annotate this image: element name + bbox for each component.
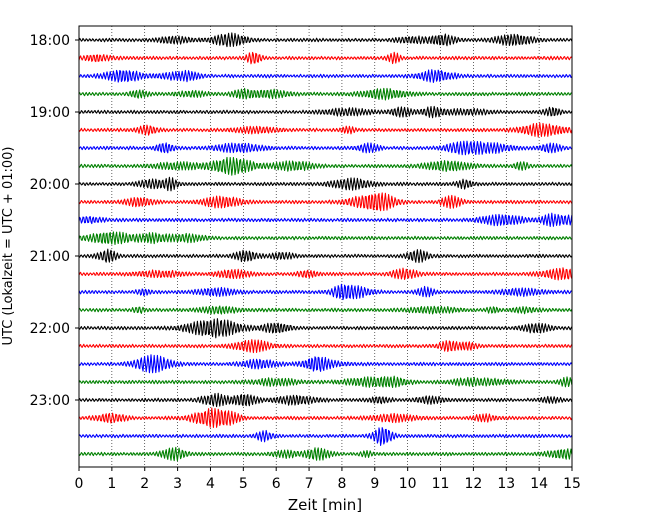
seismic-traces <box>78 32 573 462</box>
seismic-trace-line <box>78 212 573 228</box>
plot-frame <box>78 25 573 468</box>
seismic-trace-line <box>78 51 573 65</box>
seismic-trace-line <box>78 427 573 446</box>
seismic-trace-line <box>78 105 573 119</box>
y-tick-label: 21:00 <box>30 249 70 265</box>
seismic-trace-line <box>78 354 573 374</box>
seismic-trace-line <box>78 375 573 388</box>
x-tick-label: 9 <box>370 476 379 492</box>
x-tick-label: 7 <box>305 476 314 492</box>
seismic-trace-line <box>78 446 573 462</box>
y-tick-label: 20:00 <box>30 177 70 193</box>
x-tick-label: 15 <box>563 476 581 492</box>
seismic-trace-line <box>78 318 573 339</box>
x-tick-label: 12 <box>464 476 482 492</box>
seismic-trace-line <box>78 267 573 281</box>
seismic-trace-line <box>78 87 572 101</box>
x-axis-title: Zeit [min] <box>288 496 362 514</box>
y-tick-label: 18:00 <box>30 33 70 49</box>
x-tick-label: 13 <box>497 476 515 492</box>
y-axis-ticks: 18:00 19:00 20:00 21:00 22:00 23:00 <box>30 33 79 409</box>
x-axis-ticks: 0 1 2 3 4 5 6 7 8 9 10 11 12 13 14 15 <box>75 467 581 492</box>
seismic-trace-line <box>78 156 573 176</box>
x-tick-label: 1 <box>107 476 116 492</box>
x-tick-label: 3 <box>173 476 182 492</box>
seismic-trace-line <box>78 231 572 246</box>
y-tick-label: 23:00 <box>30 393 70 409</box>
seismic-trace-line <box>78 392 573 408</box>
x-tick-label: 11 <box>432 476 450 492</box>
y-tick-label: 22:00 <box>30 321 70 337</box>
seismic-trace-line <box>78 192 573 212</box>
seismic-trace-line <box>78 140 573 156</box>
seismic-trace-line <box>78 32 573 48</box>
seismic-trace-line <box>78 305 573 315</box>
y-axis-title: UTC (Lokalzeit = UTC + 01:00) <box>1 147 16 346</box>
seismic-trace-line <box>78 176 573 192</box>
x-tick-label: 5 <box>239 476 248 492</box>
seismic-trace-line <box>78 407 573 428</box>
seismic-trace-line <box>78 283 572 301</box>
x-tick-label: 6 <box>272 476 281 492</box>
y-tick-label: 19:00 <box>30 105 70 121</box>
x-tick-label: 2 <box>140 476 149 492</box>
seismic-trace-line <box>78 69 573 83</box>
seismic-trace-line <box>78 122 573 138</box>
seismic-trace-line <box>78 339 573 354</box>
x-tick-label: 0 <box>75 476 84 492</box>
x-tick-label: 4 <box>206 476 215 492</box>
x-tick-label: 14 <box>530 476 548 492</box>
seismic-trace-line <box>78 248 573 264</box>
x-tick-label: 10 <box>399 476 417 492</box>
x-tick-label: 8 <box>337 476 346 492</box>
